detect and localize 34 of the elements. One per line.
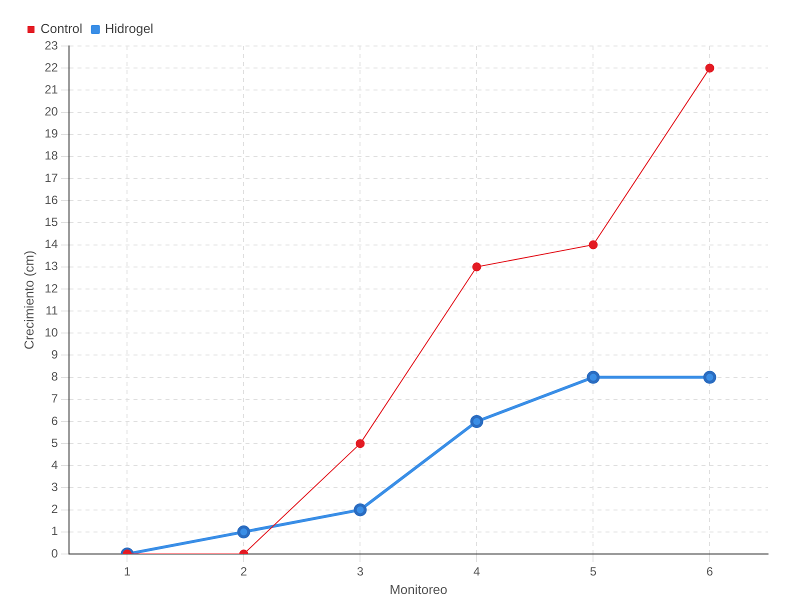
y-tick-label: 14 (44, 237, 58, 252)
y-tick-label: 9 (51, 348, 58, 362)
y-tick-label: 22 (44, 60, 58, 74)
x-tick-label: 4 (473, 564, 480, 579)
y-tick-label: 2 (51, 502, 58, 516)
x-tick-label: 2 (240, 564, 248, 579)
y-tick-label: 3 (51, 480, 58, 494)
y-tick-label: 7 (51, 392, 58, 406)
y-tick-label: 5 (51, 436, 58, 450)
x-axis-title: Monitoreo (390, 582, 448, 597)
y-tick-label: 17 (44, 170, 58, 185)
x-tick-label: 1 (124, 564, 131, 579)
y-tick-label: 6 (51, 414, 58, 428)
y-tick-label: 0 (51, 546, 58, 560)
legend-label: Control (40, 21, 83, 36)
y-tick-label: 19 (44, 126, 58, 141)
y-tick-label: 15 (44, 215, 58, 230)
x-tick-label: 3 (356, 564, 364, 579)
y-tick-label: 12 (44, 281, 58, 296)
y-tick-label: 11 (45, 303, 58, 318)
y-tick-label: 8 (51, 370, 58, 384)
y-tick-label: 1 (51, 524, 58, 538)
y-tick-label: 23 (44, 38, 58, 52)
y-axis-title: Crecimiento (cm) (21, 250, 36, 350)
y-tick-label: 13 (44, 259, 58, 274)
y-tick-label: 20 (44, 104, 58, 119)
legend-label: Hidrogel (104, 21, 154, 36)
y-tick-label: 16 (44, 192, 58, 207)
y-tick-label: 4 (51, 458, 58, 472)
x-tick-label: 5 (590, 564, 597, 579)
y-tick-label: 18 (44, 148, 58, 163)
x-tick-label: 6 (706, 564, 714, 579)
y-tick-label: 10 (44, 325, 58, 340)
y-tick-label: 21 (44, 82, 58, 96)
